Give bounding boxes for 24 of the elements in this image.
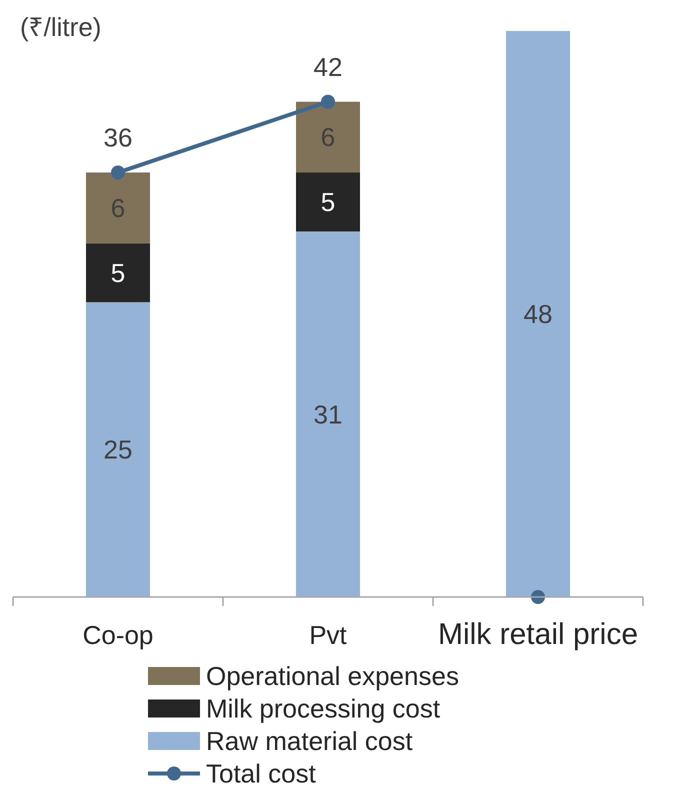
bar: [296, 172, 360, 232]
y-axis-title: (₹/litre): [20, 12, 102, 42]
data-label: 36: [104, 122, 132, 152]
bar: [296, 102, 360, 172]
data-label: 6: [320, 122, 336, 152]
data-label: 31: [314, 399, 342, 430]
bar: [296, 231, 360, 597]
data-label: 5: [320, 187, 336, 218]
legend-label: Milk processing cost: [206, 694, 441, 724]
x-tick-label: Co-op: [82, 620, 154, 650]
legend-label: Raw material cost: [206, 726, 414, 756]
legend-label: Total cost: [206, 758, 317, 788]
bar: [506, 31, 570, 597]
data-label: 42: [314, 52, 342, 82]
bar: [86, 302, 150, 597]
x-tick-label: Milk retail price: [438, 618, 638, 651]
data-label: 5: [110, 258, 126, 288]
bar: [86, 243, 150, 302]
bar: [86, 172, 150, 244]
x-tick-label: Pvt: [309, 620, 348, 650]
data-label: 48: [524, 299, 552, 330]
data-label: 6: [110, 192, 126, 223]
legend-label: Operational expenses: [206, 661, 459, 692]
data-label: 25: [104, 434, 132, 465]
